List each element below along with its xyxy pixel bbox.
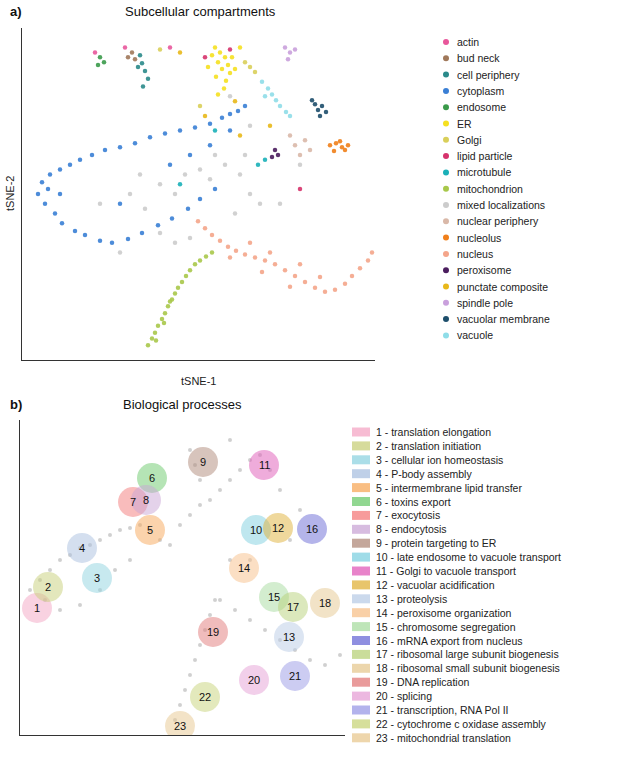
svg-text:1 - translation elongation: 1 - translation elongation — [376, 426, 491, 438]
svg-text:17 - ribosomal large subunit b: 17 - ribosomal large subunit biogenesis — [376, 648, 559, 660]
svg-text:14 - peroxisome organization: 14 - peroxisome organization — [376, 607, 512, 619]
svg-text:nuclear periphery: nuclear periphery — [457, 215, 539, 227]
svg-text:spindle pole: spindle pole — [457, 297, 513, 309]
svg-text:lipid particle: lipid particle — [457, 150, 513, 162]
svg-text:7 - exocytosis: 7 - exocytosis — [376, 509, 440, 521]
svg-text:4 - P-body assembly: 4 - P-body assembly — [376, 468, 472, 480]
svg-text:19: 19 — [207, 626, 219, 638]
svg-text:9 - protein targeting to ER: 9 - protein targeting to ER — [376, 537, 497, 549]
svg-text:vacuolar membrane: vacuolar membrane — [457, 313, 550, 325]
svg-text:22: 22 — [199, 691, 211, 703]
svg-text:Subcellular compartments: Subcellular compartments — [125, 4, 276, 19]
svg-text:bud neck: bud neck — [457, 52, 500, 64]
svg-text:nucleus: nucleus — [457, 248, 493, 260]
svg-text:20: 20 — [248, 674, 260, 686]
svg-text:tSNE-1: tSNE-1 — [181, 375, 216, 387]
svg-text:7: 7 — [130, 496, 136, 508]
svg-text:b): b) — [10, 397, 22, 412]
svg-text:10: 10 — [250, 524, 262, 536]
svg-text:12: 12 — [272, 522, 284, 534]
svg-text:13: 13 — [283, 631, 295, 643]
svg-text:nucleolus: nucleolus — [457, 232, 501, 244]
svg-text:23: 23 — [174, 720, 186, 732]
svg-text:vacuole: vacuole — [457, 329, 493, 341]
svg-text:22 - cytochrome c oxidase asse: 22 - cytochrome c oxidase assembly — [376, 718, 547, 730]
svg-text:1: 1 — [34, 602, 40, 614]
svg-text:Golgi: Golgi — [457, 134, 482, 146]
svg-text:mixed localizations: mixed localizations — [457, 199, 545, 211]
svg-text:cell periphery: cell periphery — [457, 69, 520, 81]
svg-text:microtubule: microtubule — [457, 166, 511, 178]
svg-text:tSNE-2: tSNE-2 — [4, 176, 16, 211]
svg-text:19 - DNA replication: 19 - DNA replication — [376, 676, 470, 688]
svg-text:11 - Golgi to vacuole transpor: 11 - Golgi to vacuole transport — [376, 565, 516, 577]
svg-text:11: 11 — [259, 459, 270, 471]
svg-text:cytoplasm: cytoplasm — [457, 85, 505, 97]
svg-text:12 - vacuolar acidification: 12 - vacuolar acidification — [376, 579, 495, 591]
svg-text:21 - transcription, RNA Pol II: 21 - transcription, RNA Pol II — [376, 704, 508, 716]
svg-text:5: 5 — [147, 524, 153, 536]
svg-text:ER: ER — [457, 118, 472, 130]
svg-text:6 - toxins export: 6 - toxins export — [376, 496, 451, 508]
svg-text:21: 21 — [289, 670, 301, 682]
svg-text:2: 2 — [45, 581, 51, 593]
svg-text:3: 3 — [94, 572, 100, 584]
svg-text:10 - late endosome to vacuole: 10 - late endosome to vacuole transport — [376, 551, 561, 563]
svg-text:peroxisome: peroxisome — [457, 264, 511, 276]
svg-text:15 - chromosome segregation: 15 - chromosome segregation — [376, 621, 516, 633]
svg-text:endosome: endosome — [457, 101, 506, 113]
svg-text:8 - endocytosis: 8 - endocytosis — [376, 523, 447, 535]
svg-text:8: 8 — [143, 494, 149, 506]
svg-text:mitochondrion: mitochondrion — [457, 183, 523, 195]
svg-text:20 - splicing: 20 - splicing — [376, 690, 432, 702]
svg-text:5 - intermembrane lipid transf: 5 - intermembrane lipid transfer — [376, 482, 522, 494]
svg-text:Biological processes: Biological processes — [123, 397, 242, 412]
svg-text:6: 6 — [149, 472, 155, 484]
svg-text:3 - cellular ion homeostasis: 3 - cellular ion homeostasis — [376, 454, 503, 466]
svg-text:23 - mitochondrial translation: 23 - mitochondrial translation — [376, 732, 511, 744]
svg-text:18: 18 — [319, 597, 331, 609]
svg-text:18 - ribosomal small subunit b: 18 - ribosomal small subunit biogenesis — [376, 662, 560, 674]
svg-text:17: 17 — [287, 601, 299, 613]
svg-text:14: 14 — [238, 562, 250, 574]
svg-text:punctate composite: punctate composite — [457, 281, 548, 293]
svg-text:16: 16 — [306, 523, 318, 535]
svg-text:13 - proteolysis: 13 - proteolysis — [376, 593, 447, 605]
svg-text:a): a) — [10, 4, 22, 19]
svg-text:9: 9 — [200, 456, 206, 468]
svg-text:16 - mRNA export from nucleus: 16 - mRNA export from nucleus — [376, 635, 522, 647]
svg-text:actin: actin — [457, 36, 479, 48]
svg-text:15: 15 — [268, 591, 280, 603]
svg-text:2 - translation initiation: 2 - translation initiation — [376, 440, 481, 452]
svg-text:4: 4 — [79, 542, 85, 554]
